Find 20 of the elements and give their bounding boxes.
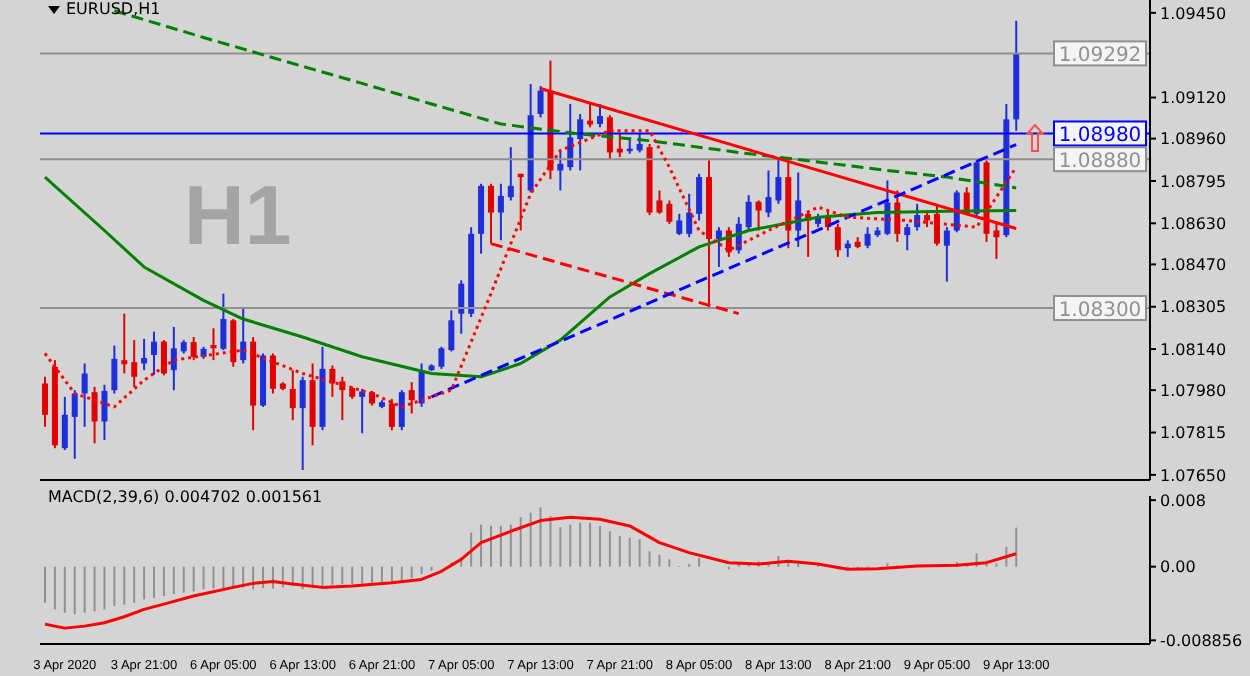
- ref-line-label: 1.08980: [1058, 125, 1142, 148]
- y-tick-label: 1.07980: [1160, 381, 1227, 400]
- y-tick-label: 1.07650: [1160, 466, 1227, 485]
- chart-title: MACD(2,39,6) 0.004702 0.001561: [48, 488, 323, 506]
- chart-title: EURUSD,H1: [66, 0, 161, 18]
- y-tick-label: -0.008856: [1160, 631, 1243, 650]
- y-tick-label: 1.09450: [1160, 4, 1227, 23]
- y-tick-label: 1.08470: [1160, 256, 1227, 275]
- y-tick-label: 1.08140: [1160, 340, 1227, 359]
- y-tick-label: 1.08630: [1160, 215, 1227, 233]
- ref-line-label: 1.08880: [1058, 151, 1142, 174]
- y-tick-label: 1.07815: [1160, 424, 1227, 443]
- y-tick-label: 1.08305: [1160, 298, 1227, 317]
- y-tick-label: 0.008: [1160, 491, 1206, 510]
- y-tick-label: 1.09120: [1160, 89, 1227, 108]
- ref-line-label: 1.09292: [1058, 45, 1142, 68]
- y-tick-label: 1.08795: [1160, 172, 1227, 191]
- y-tick-label: 1.08960: [1160, 130, 1227, 149]
- y-tick-label: 0.00: [1160, 558, 1196, 577]
- ref-line-label: 1.08300: [1058, 300, 1142, 323]
